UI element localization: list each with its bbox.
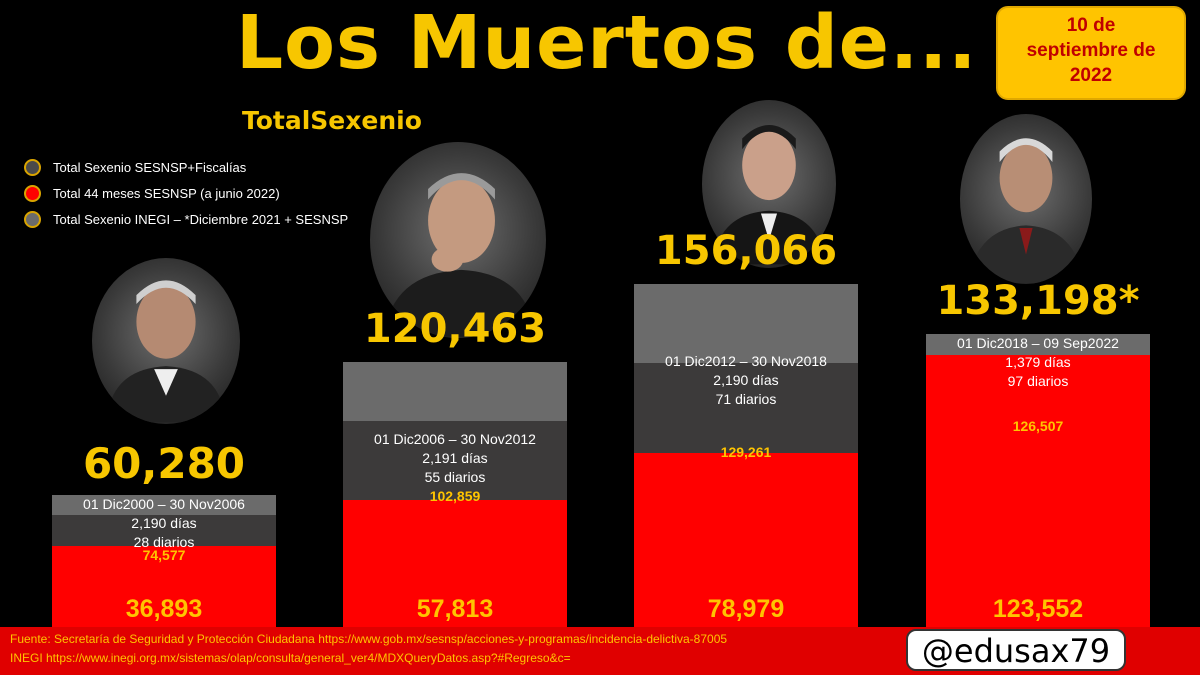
bar-info-text: 01 Dic2012 – 30 Nov2018 2,190 días 71 diar… — [634, 352, 858, 409]
legend-label: Total Sexenio INEGI – *Diciembre 2021 + … — [53, 211, 349, 227]
bar-group — [343, 362, 567, 627]
bar-info-text: 01 Dic2018 – 09 Sep2022 1,379 días 97 diar… — [926, 334, 1150, 391]
legend-dot-icon — [24, 158, 41, 176]
person-silhouette-icon — [106, 280, 226, 423]
bar-44-meses-segment — [52, 545, 276, 627]
daily-label: 97 diarios — [1007, 373, 1069, 390]
bar-total-label: 120,463 — [363, 306, 547, 353]
legend-dot-icon — [24, 184, 41, 202]
person-silhouette-icon — [712, 125, 826, 265]
legend-item-44-meses: Total 44 meses SESNSP (a junio 2022) — [24, 180, 348, 206]
legend-dot-icon — [24, 210, 41, 228]
period-label: 01 Dic2018 – 09 Sep2022 — [957, 335, 1119, 352]
source-text-inegi: INEGI https://www.inegi.org.mx/sistemas/… — [10, 651, 571, 665]
bar-total-label: 133,198* — [936, 278, 1140, 325]
bar-group — [52, 494, 276, 627]
bar-fiscalias-label: 126,507 — [1012, 418, 1064, 435]
legend-label: Total Sexenio SESNSP+Fiscalías — [53, 159, 247, 175]
bar-total-label: 60,280 — [82, 438, 246, 488]
source-text-sesnsp: Fuente: Secretaría de Seguridad y Protec… — [10, 632, 728, 646]
portrait-photo-1 — [92, 258, 240, 424]
bar-44-meses-segment — [926, 355, 1150, 627]
date-line-3: 2022 — [1069, 65, 1113, 86]
bar-44-meses-segment — [634, 453, 858, 627]
bar-44-meses-label: 78,979 — [707, 595, 785, 623]
bar-group — [634, 284, 858, 627]
person-silhouette-icon — [384, 173, 536, 337]
daily-label: 71 diarios — [715, 391, 777, 407]
person-silhouette-icon — [967, 138, 1085, 284]
date-line-1: 10 de — [1066, 15, 1116, 36]
legend: Total Sexenio SESNSP+Fiscalías Total 44 … — [24, 154, 348, 232]
bar-group — [926, 334, 1150, 627]
legend-item-inegi: Total Sexenio INEGI – *Diciembre 2021 + … — [24, 206, 348, 232]
date-badge: 10 de septiembre de 2022 — [996, 6, 1186, 100]
period-label: 01 Dic2006 – 30 Nov2012 — [374, 431, 536, 448]
days-label: 2,190 días — [713, 372, 779, 388]
bar-info-text: 01 Dic2000 – 30 Nov2006 2,190 días 28 diar… — [52, 495, 276, 552]
portrait-photo-3 — [702, 100, 836, 268]
chart-subtitle: TotalSexenio — [242, 106, 422, 135]
bar-44-meses-segment — [343, 499, 567, 627]
bar-44-meses-label: 123,552 — [992, 595, 1084, 623]
days-label: 1,379 días — [1005, 354, 1071, 371]
author-handle: @edusax79 — [906, 629, 1126, 671]
portrait-photo-4 — [960, 114, 1092, 284]
days-label: 2,190 días — [131, 514, 197, 531]
period-label: 01 Dic2012 – 30 Nov2018 — [665, 353, 827, 369]
bar-44-meses-label: 36,893 — [125, 595, 203, 623]
legend-label: Total 44 meses SESNSP (a junio 2022) — [53, 185, 280, 201]
bar-total-label: 156,066 — [654, 228, 838, 274]
bar-fiscalias-label: 74,577 — [142, 546, 186, 563]
days-label: 2,191 días — [422, 450, 488, 467]
page-title: Los Muertos de... — [236, 0, 978, 86]
bar-fiscalias-label: 129,261 — [720, 444, 772, 460]
bar-44-meses-label: 57,813 — [416, 595, 494, 623]
bar-info-text: 01 Dic2006 – 30 Nov2012 2,191 días 55 diar… — [343, 430, 567, 487]
daily-label: 55 diarios — [424, 469, 486, 486]
daily-label: 28 diarios — [133, 533, 195, 550]
date-line-2: septiembre de — [1026, 40, 1156, 61]
portrait-photo-2 — [370, 142, 546, 338]
period-label: 01 Dic2000 – 30 Nov2006 — [83, 495, 245, 512]
bar-fiscalias-label: 102,859 — [429, 488, 481, 505]
legend-item-sesnsp-fiscalias: Total Sexenio SESNSP+Fiscalías — [24, 154, 348, 180]
